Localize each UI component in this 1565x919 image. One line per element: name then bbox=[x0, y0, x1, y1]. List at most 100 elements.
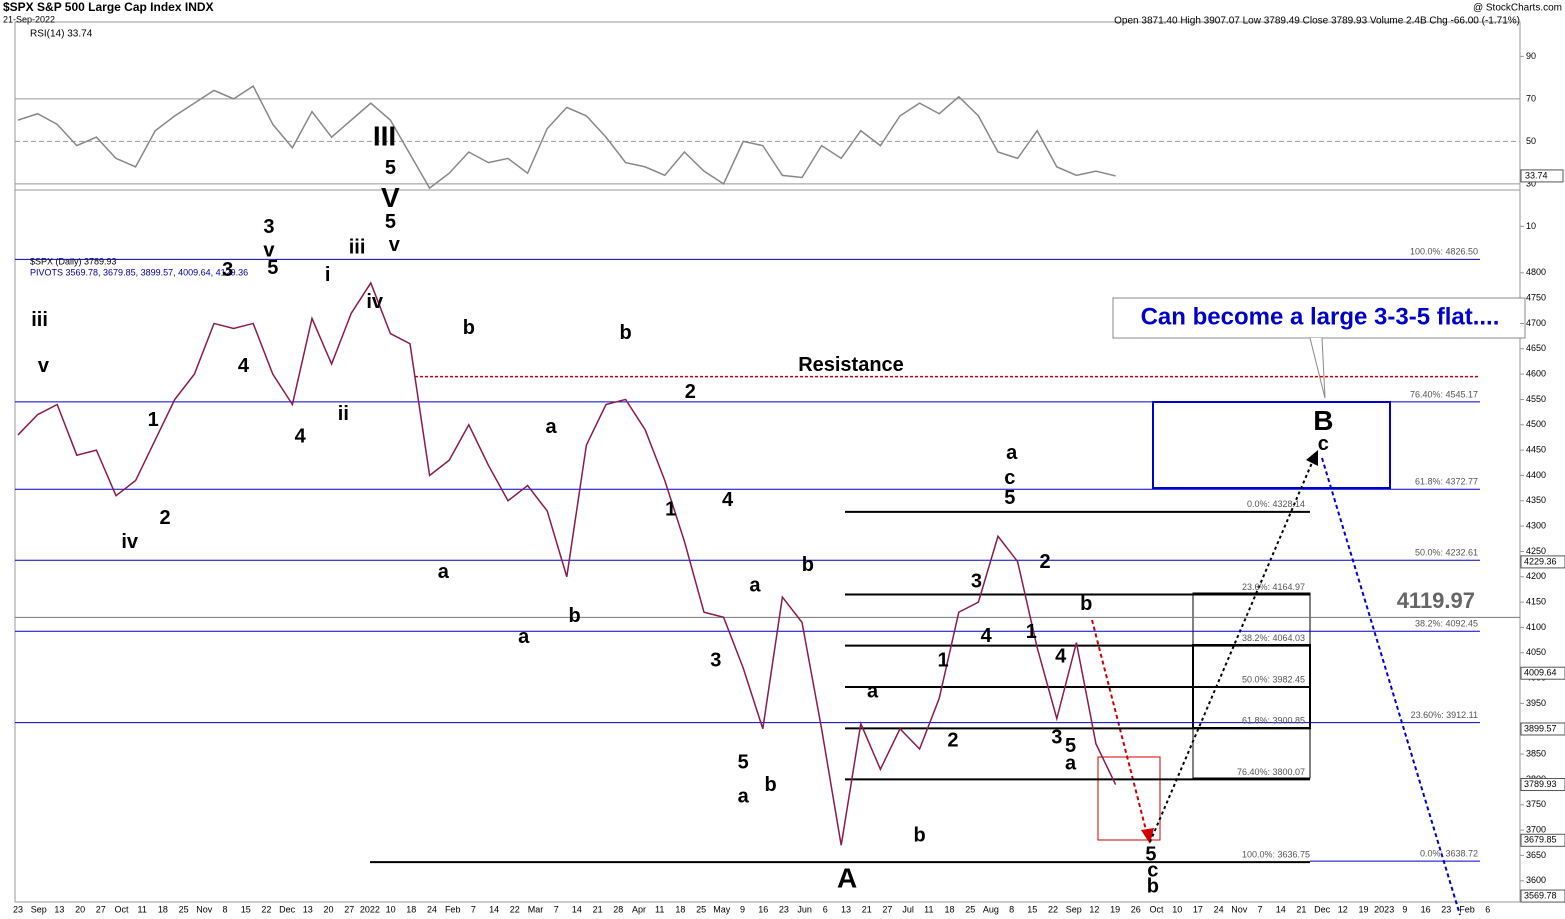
wave-label: v bbox=[38, 355, 50, 377]
x-tick-label: 2022 bbox=[360, 904, 380, 914]
rsi-value-box bbox=[1520, 169, 1564, 183]
wave-label: 5 bbox=[385, 211, 396, 233]
wave-label: b bbox=[1080, 593, 1092, 615]
callout-text: Can become a large 3-3-5 flat.... bbox=[1141, 303, 1500, 330]
x-tick-label: 6 bbox=[823, 904, 828, 914]
fib-label: 76.40%: 4545.17 bbox=[1410, 389, 1478, 399]
fib-label: 23.60%: 3912.11 bbox=[1411, 710, 1478, 720]
price-box-label: 3789.93 bbox=[1524, 779, 1557, 789]
wave-label: b bbox=[1147, 876, 1159, 898]
price-box bbox=[1520, 722, 1565, 736]
x-tick-label: 13 bbox=[841, 904, 851, 914]
wave-label: 1 bbox=[938, 650, 949, 672]
wave-label: 4 bbox=[981, 625, 993, 647]
x-tick-label: 18 bbox=[158, 904, 168, 914]
x-tick-label: 16 bbox=[758, 904, 768, 914]
wave-label: 2 bbox=[947, 730, 958, 752]
y-tick-label: 4050 bbox=[1526, 647, 1546, 657]
rsi-tick-label: 30 bbox=[1526, 178, 1536, 188]
fib-label: 50.0%: 3982.45 bbox=[1242, 674, 1305, 684]
x-tick-label: 7 bbox=[1257, 904, 1262, 914]
wave-label: 4 bbox=[1055, 646, 1067, 668]
y-tick-label: 4550 bbox=[1526, 394, 1546, 404]
fib-label: 61.8%: 4372.77 bbox=[1415, 477, 1478, 487]
x-tick-label: 12 bbox=[1089, 904, 1099, 914]
wave-label: v bbox=[389, 234, 401, 256]
price-box bbox=[1520, 778, 1565, 792]
x-tick-label: 21 bbox=[593, 904, 603, 914]
legend-pivots: PIVOTS 3569.78, 3679.85, 3899.57, 4009.6… bbox=[30, 267, 248, 277]
x-tick-label: Apr bbox=[632, 904, 646, 914]
x-tick-label: 14 bbox=[572, 904, 582, 914]
x-tick-label: 7 bbox=[471, 904, 476, 914]
price-box-label: 3899.57 bbox=[1524, 723, 1557, 733]
x-tick-label: 22 bbox=[510, 904, 520, 914]
price-box bbox=[1520, 555, 1565, 569]
x-tick-label: 25 bbox=[965, 904, 975, 914]
x-tick-label: 2023 bbox=[1374, 904, 1394, 914]
x-tick-label: 9 bbox=[740, 904, 745, 914]
arrowhead-black bbox=[1306, 450, 1318, 466]
target-box bbox=[1152, 401, 1391, 489]
x-tick-label: 14 bbox=[1276, 904, 1286, 914]
legend-price: $SPX (Daily) 3789.93 bbox=[30, 256, 117, 266]
rsi-tick-label: 50 bbox=[1526, 136, 1536, 146]
x-tick-label: 27 bbox=[96, 904, 106, 914]
watermark: @ StockCharts.com bbox=[1473, 3, 1562, 14]
wave-label: 1 bbox=[1026, 621, 1037, 643]
rsi-tick-label: 10 bbox=[1526, 221, 1536, 231]
wave-label: 4 bbox=[722, 489, 734, 511]
plot-frame bbox=[14, 21, 1521, 903]
wave-label: a bbox=[438, 561, 450, 583]
wave-label: V bbox=[381, 182, 400, 213]
x-tick-label: 6 bbox=[1485, 904, 1490, 914]
x-tick-label: 22 bbox=[261, 904, 271, 914]
wave-label: a bbox=[1006, 442, 1018, 464]
quote: Open 3871.40 High 3907.07 Low 3789.49 Cl… bbox=[1114, 16, 1520, 27]
wave-label: A bbox=[837, 863, 857, 894]
wave-label: c bbox=[1004, 467, 1015, 489]
x-tick-label: 21 bbox=[862, 904, 872, 914]
fib-label: 100.0%: 4826.50 bbox=[1410, 247, 1478, 257]
fib-label: 0.0%: 3638.72 bbox=[1420, 849, 1478, 859]
rsi-tick-label: 90 bbox=[1526, 51, 1536, 61]
y-tick-label: 3600 bbox=[1526, 875, 1546, 885]
price-box-label: 3679.85 bbox=[1524, 835, 1557, 845]
x-tick-label: 10 bbox=[1172, 904, 1182, 914]
wave-label: b bbox=[463, 317, 475, 339]
x-tick-label: 11 bbox=[924, 904, 933, 914]
x-tick-label: Jun bbox=[797, 904, 812, 914]
x-tick-label: 25 bbox=[696, 904, 706, 914]
wave-label: 5 bbox=[1004, 487, 1015, 509]
wave-label: v bbox=[263, 239, 275, 261]
price-box bbox=[1520, 666, 1565, 680]
y-tick-label: 4350 bbox=[1526, 495, 1546, 505]
fib-label: 38.2%: 4064.03 bbox=[1242, 633, 1305, 643]
wave-label: 1 bbox=[665, 499, 676, 521]
x-tick-label: 20 bbox=[75, 904, 85, 914]
x-tick-label: 8 bbox=[1009, 904, 1014, 914]
x-tick-label: 7 bbox=[554, 904, 559, 914]
target-box-red bbox=[1097, 756, 1161, 841]
price-line bbox=[17, 281, 1117, 846]
wave-label: ii bbox=[338, 403, 349, 425]
x-tick-label: 23 bbox=[1441, 904, 1451, 914]
y-tick-label: 4650 bbox=[1526, 343, 1546, 353]
wave-label: 2 bbox=[159, 507, 170, 529]
y-tick-label: 3700 bbox=[1526, 824, 1546, 834]
x-tick-label: 8 bbox=[222, 904, 227, 914]
callout-box bbox=[1112, 297, 1526, 339]
wave-label: a bbox=[518, 626, 530, 648]
rsi-tick-label: 70 bbox=[1526, 93, 1536, 103]
fib-label: 100.0%: 3636.75 bbox=[1242, 850, 1310, 860]
x-tick-label: Feb bbox=[1459, 904, 1475, 914]
x-tick-label: Nov bbox=[196, 904, 213, 914]
wave-label: B bbox=[1313, 405, 1333, 436]
wave-label: Resistance bbox=[798, 354, 904, 376]
fib-label: 23.6%: 4164.97 bbox=[1242, 582, 1305, 592]
wave-label: 4 bbox=[238, 355, 250, 377]
chart-title: $SPX S&P 500 Large Cap Index INDX bbox=[3, 0, 214, 14]
x-tick-label: 28 bbox=[613, 904, 623, 914]
y-tick-label: 3850 bbox=[1526, 748, 1546, 758]
arrow-blue bbox=[1321, 457, 1461, 916]
